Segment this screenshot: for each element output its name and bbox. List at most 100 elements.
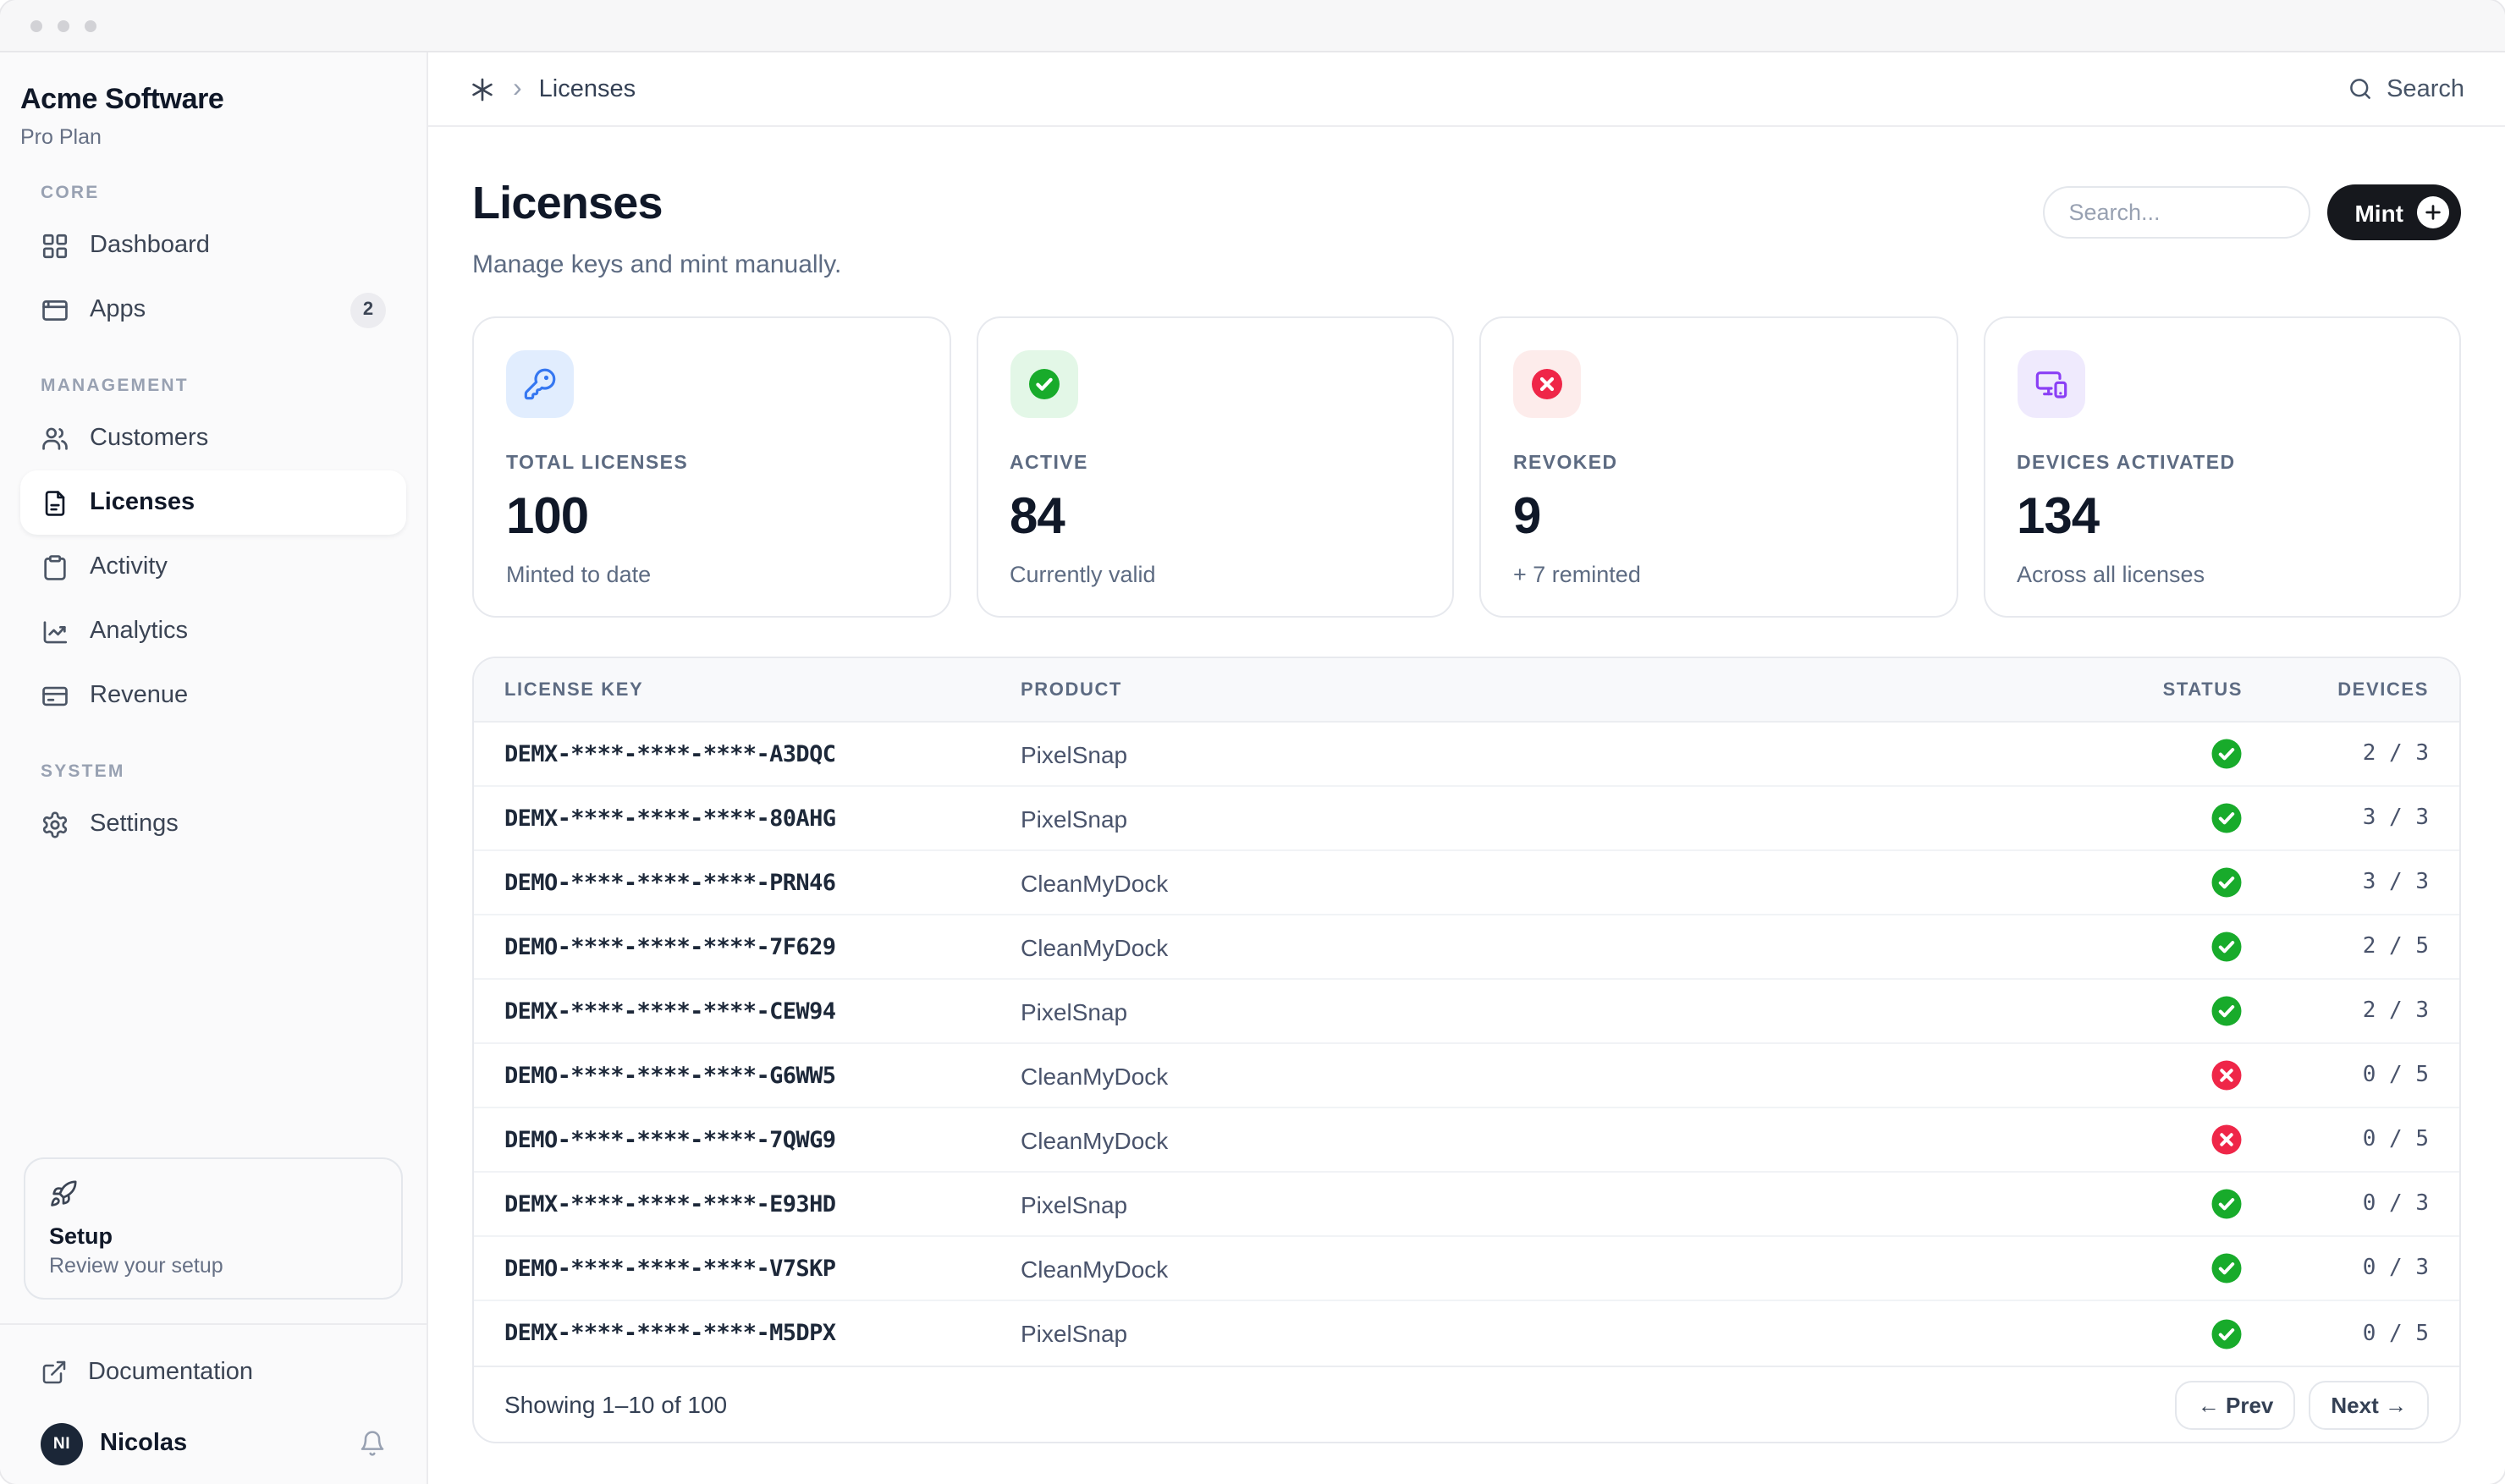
status-cell [2107, 1059, 2243, 1091]
stat-value: 84 [1010, 489, 1065, 545]
column-header-devices: DEVICES [2337, 679, 2429, 700]
clipboard-icon [41, 552, 69, 581]
content: Licenses Manage keys and mint manually. … [428, 127, 2505, 1484]
status-active-icon [2210, 866, 2243, 899]
product-cell: CleanMyDock [1021, 1062, 1169, 1089]
window-control-minimize[interactable] [58, 19, 69, 31]
user-menu[interactable]: NI Nicolas [20, 1403, 406, 1484]
file-text-icon [41, 488, 69, 517]
asterisk-icon[interactable] [469, 75, 496, 102]
stat-label: ACTIVE [1010, 453, 1088, 474]
next-page-button[interactable]: Next → [2309, 1380, 2429, 1429]
devices-cell: 0 / 3 [2362, 1191, 2429, 1217]
table-row[interactable]: DEMO-****-****-****-7F629 CleanMyDock 2 … [474, 915, 2459, 980]
status-active-icon [2210, 738, 2243, 770]
external-link-icon [41, 1359, 68, 1386]
stat-label: TOTAL LICENSES [506, 453, 689, 474]
devices-cell: 0 / 5 [2362, 1321, 2429, 1346]
status-cell [2107, 931, 2243, 963]
documentation-link[interactable]: Documentation [20, 1342, 406, 1403]
breadcrumb-separator: › [513, 74, 522, 102]
license-key-cell: DEMO-****-****-****-G6WW5 [504, 1062, 836, 1089]
license-key-cell: DEMX-****-****-****-E93HD [504, 1190, 836, 1217]
dashboard-grid-icon [41, 231, 69, 260]
sidebar-item-dashboard[interactable]: Dashboard [20, 213, 406, 278]
stat-value: 134 [2017, 489, 2100, 545]
window-titlebar [0, 0, 2505, 52]
devices-cell: 0 / 5 [2362, 1063, 2429, 1088]
license-key-cell: DEMO-****-****-****-V7SKP [504, 1255, 836, 1282]
sidebar-item-revenue[interactable]: Revenue [20, 663, 406, 728]
licenses-search-input[interactable] [2043, 186, 2311, 239]
sidebar-item-customers[interactable]: Customers [20, 406, 406, 470]
status-cell [2107, 995, 2243, 1027]
sidebar: Acme Software Pro Plan CORE Dashboard Ap… [0, 52, 428, 1484]
status-cell [2107, 1188, 2243, 1220]
page-heading: Licenses Manage keys and mint manually. [472, 171, 841, 279]
table-row[interactable]: DEMO-****-****-****-G6WW5 CleanMyDock 0 … [474, 1044, 2459, 1108]
nav-section-management: MANAGEMENT [41, 376, 189, 396]
table-row[interactable]: DEMX-****-****-****-80AHG PixelSnap 3 / … [474, 787, 2459, 851]
table-row[interactable]: DEMX-****-****-****-CEW94 PixelSnap 2 / … [474, 980, 2459, 1044]
stat-card-total-licenses: TOTAL LICENSES 100 Minted to date [472, 316, 950, 618]
product-cell: CleanMyDock [1021, 1126, 1169, 1153]
global-search-button[interactable]: Search [2348, 75, 2464, 102]
license-key-cell: DEMO-****-****-****-7QWG9 [504, 1126, 836, 1153]
column-header-product: PRODUCT [1021, 679, 1122, 700]
sidebar-item-apps[interactable]: Apps 2 [20, 278, 406, 342]
org-block: Acme Software Pro Plan [20, 83, 406, 149]
mint-button[interactable]: Mint [2327, 184, 2461, 240]
gear-icon [41, 810, 69, 838]
table-row[interactable]: DEMX-****-****-****-A3DQC PixelSnap 2 / … [474, 723, 2459, 787]
sidebar-item-label: Customers [90, 425, 209, 452]
status-active-icon [2210, 931, 2243, 963]
product-cell: CleanMyDock [1021, 869, 1169, 896]
sidebar-item-label: Licenses [90, 489, 195, 516]
window-control-zoom[interactable] [85, 19, 96, 31]
devices-cell: 2 / 5 [2362, 934, 2429, 959]
sidebar-item-label: Activity [90, 553, 168, 580]
sidebar-item-label: Analytics [90, 618, 189, 645]
table-row[interactable]: DEMO-****-****-****-PRN46 CleanMyDock 3 … [474, 851, 2459, 915]
table-row[interactable]: DEMX-****-****-****-M5DPX PixelSnap 0 / … [474, 1301, 2459, 1366]
setup-card[interactable]: Setup Review your setup [24, 1157, 403, 1300]
license-table-body: DEMX-****-****-****-A3DQC PixelSnap 2 / … [474, 723, 2459, 1366]
sidebar-item-label: Revenue [90, 682, 189, 709]
window-control-close[interactable] [30, 19, 42, 31]
product-cell: PixelSnap [1021, 740, 1128, 767]
status-cell [2107, 1317, 2243, 1349]
status-active-icon [2210, 1188, 2243, 1220]
table-row[interactable]: DEMO-****-****-****-7QWG9 CleanMyDock 0 … [474, 1108, 2459, 1173]
monitor-smartphone-icon [2017, 350, 2084, 418]
prev-page-button[interactable]: ← Prev [2175, 1380, 2296, 1429]
bell-icon[interactable] [359, 1430, 386, 1457]
documentation-label: Documentation [88, 1359, 254, 1386]
product-cell: PixelSnap [1021, 1320, 1128, 1347]
topbar: › Licenses Search [428, 52, 2505, 127]
rocket-icon [49, 1179, 78, 1208]
license-key-cell: DEMX-****-****-****-A3DQC [504, 740, 836, 767]
plus-circle-icon [2417, 196, 2449, 228]
sidebar-item-analytics[interactable]: Analytics [20, 599, 406, 663]
table-row[interactable]: DEMX-****-****-****-E93HD PixelSnap 0 / … [474, 1173, 2459, 1237]
breadcrumb-current[interactable]: Licenses [538, 75, 636, 102]
sidebar-item-activity[interactable]: Activity [20, 535, 406, 599]
sidebar-item-settings[interactable]: Settings [20, 792, 406, 856]
table-row[interactable]: DEMO-****-****-****-V7SKP CleanMyDock 0 … [474, 1237, 2459, 1301]
line-chart-icon [41, 617, 69, 646]
stats-row: TOTAL LICENSES 100 Minted to date ACTIVE… [472, 316, 2461, 618]
check-circle-icon [1010, 350, 1077, 418]
sidebar-footer: Documentation NI Nicolas [0, 1323, 427, 1484]
license-key-cell: DEMO-****-****-****-PRN46 [504, 869, 836, 896]
x-circle-icon [1513, 350, 1581, 418]
devices-cell: 3 / 3 [2362, 870, 2429, 895]
mint-button-label: Mint [2354, 199, 2403, 226]
users-icon [41, 424, 69, 453]
status-active-icon [2210, 1252, 2243, 1284]
product-cell: CleanMyDock [1021, 933, 1169, 960]
sidebar-item-licenses[interactable]: Licenses [20, 470, 406, 535]
product-cell: CleanMyDock [1021, 1255, 1169, 1282]
product-cell: PixelSnap [1021, 805, 1128, 832]
status-cell [2107, 1124, 2243, 1156]
